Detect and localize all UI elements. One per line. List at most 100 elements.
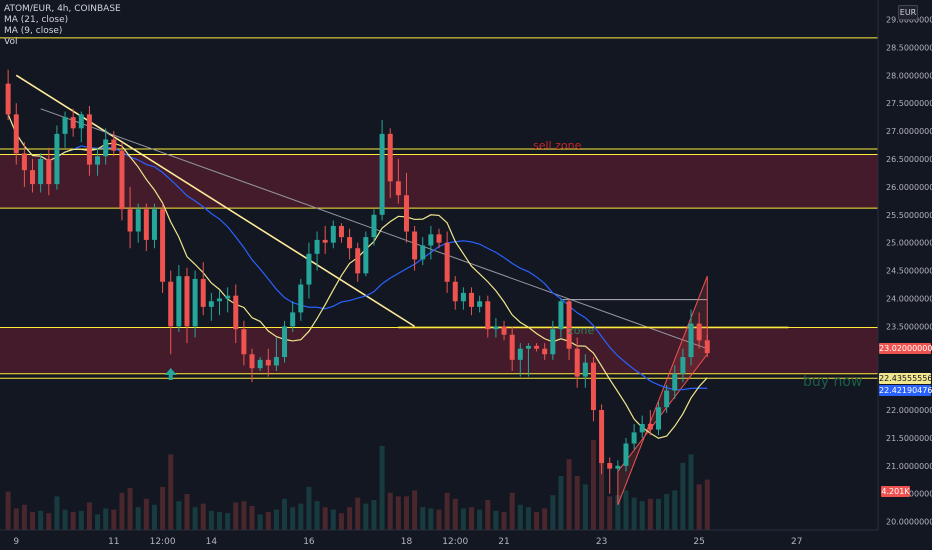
volume-bar bbox=[5, 491, 11, 530]
volume-bar bbox=[452, 498, 458, 530]
price-tick-label: 28.00000000 bbox=[886, 71, 932, 80]
price-tick-label: 20.00000000 bbox=[886, 518, 932, 527]
candle-body bbox=[590, 362, 596, 411]
volume-bar bbox=[217, 512, 222, 530]
candle-body bbox=[469, 292, 475, 307]
candle-body bbox=[509, 334, 515, 360]
volume-bar bbox=[184, 494, 190, 530]
candle-body bbox=[452, 281, 458, 302]
currency-badge[interactable]: EUR bbox=[898, 5, 918, 20]
volume-bar bbox=[647, 498, 653, 530]
candle-body bbox=[696, 323, 702, 341]
candle-body bbox=[542, 348, 548, 355]
candle-body bbox=[534, 345, 540, 349]
candle-body bbox=[119, 150, 125, 210]
candle-body bbox=[412, 231, 418, 260]
price-tick-label: 28.50000000 bbox=[886, 43, 932, 52]
candle-body bbox=[363, 237, 369, 274]
candle-body bbox=[135, 209, 141, 232]
symbol-title[interactable]: ATOM/EUR, 4h, COINBASE bbox=[4, 4, 121, 14]
zone-band-1 bbox=[0, 327, 878, 374]
ma21-price-tag: 22.42190476 bbox=[879, 385, 932, 396]
volume-bar bbox=[590, 440, 596, 530]
candle-body bbox=[257, 359, 263, 369]
candle-body bbox=[672, 373, 678, 391]
candle-body bbox=[225, 295, 231, 299]
volume-bar bbox=[493, 510, 499, 530]
candle-body bbox=[62, 117, 68, 134]
volume-bar bbox=[355, 497, 361, 530]
candle-body bbox=[387, 133, 393, 182]
price-axis-bg bbox=[878, 0, 932, 550]
arrow-up-icon bbox=[164, 368, 177, 380]
rising-channel bbox=[617, 275, 708, 506]
ma21-legend[interactable]: MA (21, close) bbox=[4, 15, 69, 25]
volume-bar bbox=[428, 508, 434, 530]
volume-bar bbox=[599, 452, 605, 530]
volume-bar bbox=[485, 500, 491, 530]
volume-bar bbox=[70, 512, 76, 530]
price-tick-label: 27.50000000 bbox=[886, 99, 932, 108]
candle-body bbox=[517, 348, 523, 360]
candle-body bbox=[436, 234, 442, 243]
candle-body bbox=[347, 237, 353, 249]
volume-bar bbox=[290, 507, 296, 530]
volume-bar bbox=[330, 509, 336, 530]
candle-body bbox=[477, 301, 483, 307]
volume-bar bbox=[151, 504, 157, 530]
time-axis-bg bbox=[0, 530, 932, 550]
price-tick-label: 25.00000000 bbox=[886, 239, 932, 248]
volume-bar bbox=[631, 497, 637, 530]
volume-bar bbox=[241, 501, 247, 530]
volume-bar bbox=[501, 512, 507, 530]
candle-body bbox=[656, 407, 661, 430]
candle-body bbox=[371, 214, 377, 238]
volume-tag: 4.201K bbox=[881, 486, 910, 497]
candle-body bbox=[282, 326, 288, 358]
volume-bar bbox=[135, 507, 141, 530]
chart-legend: ATOM/EUR, 4h, COINBASE MA (21, close) MA… bbox=[4, 4, 121, 48]
price-tick-label: 26.00000000 bbox=[886, 183, 932, 192]
candle-body bbox=[550, 329, 556, 355]
volume-bar bbox=[680, 462, 686, 530]
volume-legend[interactable]: Vol bbox=[4, 37, 18, 47]
candle-body bbox=[176, 276, 182, 327]
volume-bar bbox=[298, 503, 304, 530]
candle-body bbox=[208, 301, 214, 307]
buy-now-label: buy now bbox=[803, 374, 863, 390]
time-tick-label: 21 bbox=[498, 537, 509, 547]
candle-body bbox=[290, 312, 296, 327]
volume-bar bbox=[21, 504, 27, 530]
volume-bar bbox=[550, 495, 556, 530]
ma9-legend[interactable]: MA (9, close) bbox=[4, 26, 63, 36]
candle-body bbox=[70, 117, 76, 129]
candle-body bbox=[265, 359, 271, 366]
candle-body bbox=[403, 195, 409, 232]
volume-bar bbox=[607, 496, 613, 530]
volume-bar bbox=[371, 500, 377, 530]
candle-body bbox=[78, 114, 84, 129]
candle-body bbox=[338, 225, 344, 238]
candle-body bbox=[168, 281, 174, 327]
volume-bar bbox=[38, 510, 44, 530]
volume-bar bbox=[656, 498, 661, 530]
candle-body bbox=[460, 292, 466, 302]
ma21-line bbox=[7, 114, 708, 391]
volume-bar bbox=[95, 514, 101, 530]
candle-body bbox=[86, 114, 92, 165]
volume-bar bbox=[62, 509, 68, 530]
volume-bar bbox=[306, 486, 312, 530]
time-tick-label: 18 bbox=[401, 537, 413, 547]
candle-body bbox=[298, 284, 304, 313]
candle-body bbox=[143, 209, 149, 240]
ma9-price-tag: 22.43555556 bbox=[879, 373, 932, 384]
volume-bar bbox=[477, 509, 483, 530]
volume-bar bbox=[78, 510, 84, 530]
volume-bar bbox=[387, 492, 393, 530]
candle-body bbox=[688, 323, 694, 358]
candle-body bbox=[428, 234, 434, 246]
volume-bar bbox=[322, 507, 328, 530]
volume-bar bbox=[395, 496, 401, 530]
candle-body bbox=[21, 153, 27, 171]
